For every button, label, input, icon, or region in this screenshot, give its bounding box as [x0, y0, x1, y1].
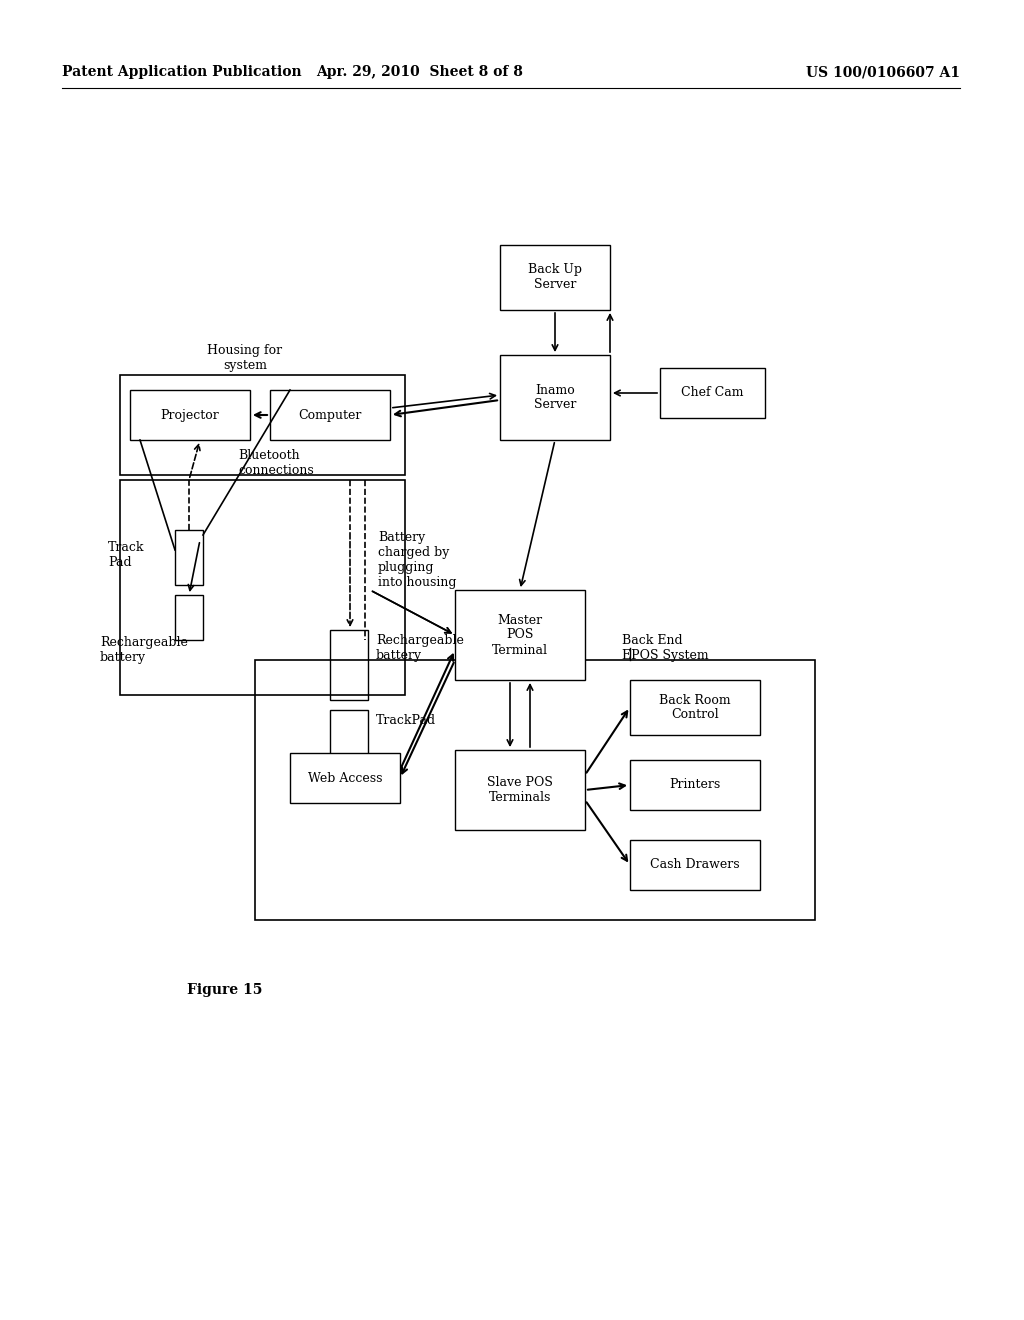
Bar [630, 760, 760, 810]
Text: Back End
EPOS System: Back End EPOS System [622, 634, 709, 663]
Bar [120, 480, 406, 696]
Text: Chef Cam: Chef Cam [681, 387, 743, 400]
Text: Track
Pad: Track Pad [108, 541, 144, 569]
Bar [660, 368, 765, 418]
Text: Figure 15: Figure 15 [187, 983, 263, 997]
Text: Printers: Printers [670, 779, 721, 792]
Text: Computer: Computer [298, 408, 361, 421]
Bar [455, 590, 585, 680]
Text: Apr. 29, 2010  Sheet 8 of 8: Apr. 29, 2010 Sheet 8 of 8 [316, 65, 523, 79]
Text: Rechargeable
battery: Rechargeable battery [376, 634, 464, 663]
Bar [255, 660, 815, 920]
Bar [290, 752, 400, 803]
Bar [175, 531, 203, 585]
Bar [630, 680, 760, 735]
Text: Bluetooth
connections: Bluetooth connections [238, 449, 313, 477]
Bar [500, 246, 610, 310]
Text: Slave POS
Terminals: Slave POS Terminals [487, 776, 553, 804]
Text: Master
POS
Terminal: Master POS Terminal [492, 614, 548, 656]
Text: Rechargeable
battery: Rechargeable battery [100, 636, 187, 664]
Bar [630, 840, 760, 890]
Bar [330, 710, 368, 766]
Bar [175, 595, 203, 640]
Text: TrackPad: TrackPad [376, 714, 436, 726]
Text: Web Access: Web Access [308, 771, 382, 784]
Text: Back Room
Control: Back Room Control [659, 693, 731, 722]
Text: Inamo
Server: Inamo Server [534, 384, 577, 412]
Bar [120, 375, 406, 475]
Bar [500, 355, 610, 440]
Text: Projector: Projector [161, 408, 219, 421]
Text: Patent Application Publication: Patent Application Publication [62, 65, 302, 79]
Bar [130, 389, 250, 440]
Text: Battery
charged by
plugging
into housing: Battery charged by plugging into housing [378, 531, 457, 589]
Bar [270, 389, 390, 440]
Bar [330, 630, 368, 700]
Text: Housing for
system: Housing for system [208, 345, 283, 372]
Bar [455, 750, 585, 830]
Text: US 100/0106607 A1: US 100/0106607 A1 [806, 65, 961, 79]
Text: Cash Drawers: Cash Drawers [650, 858, 739, 871]
Text: Back Up
Server: Back Up Server [528, 264, 582, 292]
